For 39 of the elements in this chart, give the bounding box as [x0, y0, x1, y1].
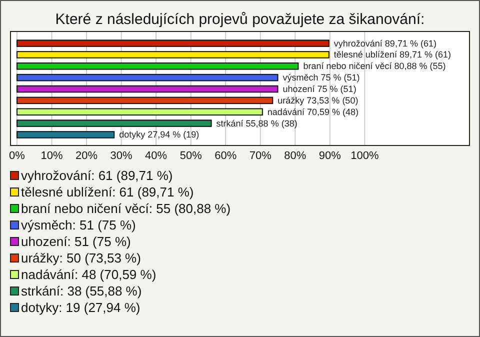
text: strkání: 38 (55,88 %): [21, 284, 142, 298]
bar: [16, 85, 278, 93]
x-tick-label: 50%: [180, 150, 202, 162]
bar: [16, 96, 274, 104]
bar: [16, 74, 278, 82]
x-tick-label: 90%: [318, 150, 342, 162]
text: braní nebo ničení věcí: 55 (80,88 %): [21, 201, 231, 216]
bar: [16, 131, 115, 138]
data-label: nadávání 70,59 % (48): [267, 106, 359, 117]
data-label: uhození 75 % (51): [282, 84, 356, 94]
x-tick-label: 100%: [350, 150, 379, 162]
data-label: urážky 73,53 % (50): [278, 95, 358, 106]
text: vyhrožování: 61 (89,71 %): [21, 168, 173, 183]
text: tělesné ublížení: 61 (89,71 %): [21, 184, 194, 200]
x-tick-label: 60%: [214, 150, 237, 162]
bar: [16, 120, 212, 127]
bar: [16, 51, 330, 58]
x-tick-label: 10%: [40, 150, 63, 162]
bar: [16, 62, 299, 70]
x-tick-label: 70%: [249, 150, 272, 162]
data-label: tělesné ublížení 89,71 % (61): [334, 50, 451, 60]
text: dotyky: 19 (27,94 %): [21, 300, 140, 315]
chart-title: Které z následujících projevů považujete za šikanování:: [55, 11, 425, 28]
text: výsměch: 51 (75 %): [21, 218, 136, 232]
data-label: dotyky 27,94 % (19): [119, 130, 200, 140]
data-label: strkání 55,88 % (38): [216, 118, 298, 128]
data-label: vyhrožování 89,71 % (61): [334, 38, 436, 48]
x-tick-label: 80%: [284, 150, 306, 162]
data-label: výsměch 75 % (51): [282, 72, 360, 83]
data-label: braní nebo ničení věcí 80,88 % (55): [303, 61, 446, 72]
x-tick-label: 30%: [110, 150, 133, 162]
x-tick-label: 40%: [145, 150, 168, 162]
text: urážky: 50 (73,53 %): [21, 250, 141, 266]
text: uhození: 51 (75 %): [21, 234, 131, 249]
x-tick-label: 0%: [9, 150, 26, 162]
x-tick-label: 20%: [76, 150, 98, 162]
bar: [16, 108, 263, 116]
bar: [16, 40, 330, 47]
text: nadávání: 48 (70,59 %): [21, 267, 156, 282]
